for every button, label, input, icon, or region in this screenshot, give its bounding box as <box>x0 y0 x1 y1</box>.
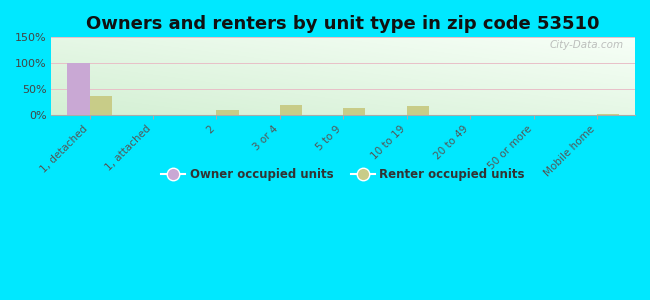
Bar <box>216 110 239 115</box>
Bar <box>343 108 365 115</box>
Bar <box>90 96 112 115</box>
Legend: Owner occupied units, Renter occupied units: Owner occupied units, Renter occupied un… <box>157 163 530 185</box>
Bar <box>68 63 90 115</box>
Title: Owners and renters by unit type in zip code 53510: Owners and renters by unit type in zip c… <box>86 15 600 33</box>
Bar <box>407 106 429 115</box>
Bar <box>597 114 619 115</box>
Bar <box>280 105 302 115</box>
Text: City-Data.com: City-Data.com <box>549 40 623 50</box>
